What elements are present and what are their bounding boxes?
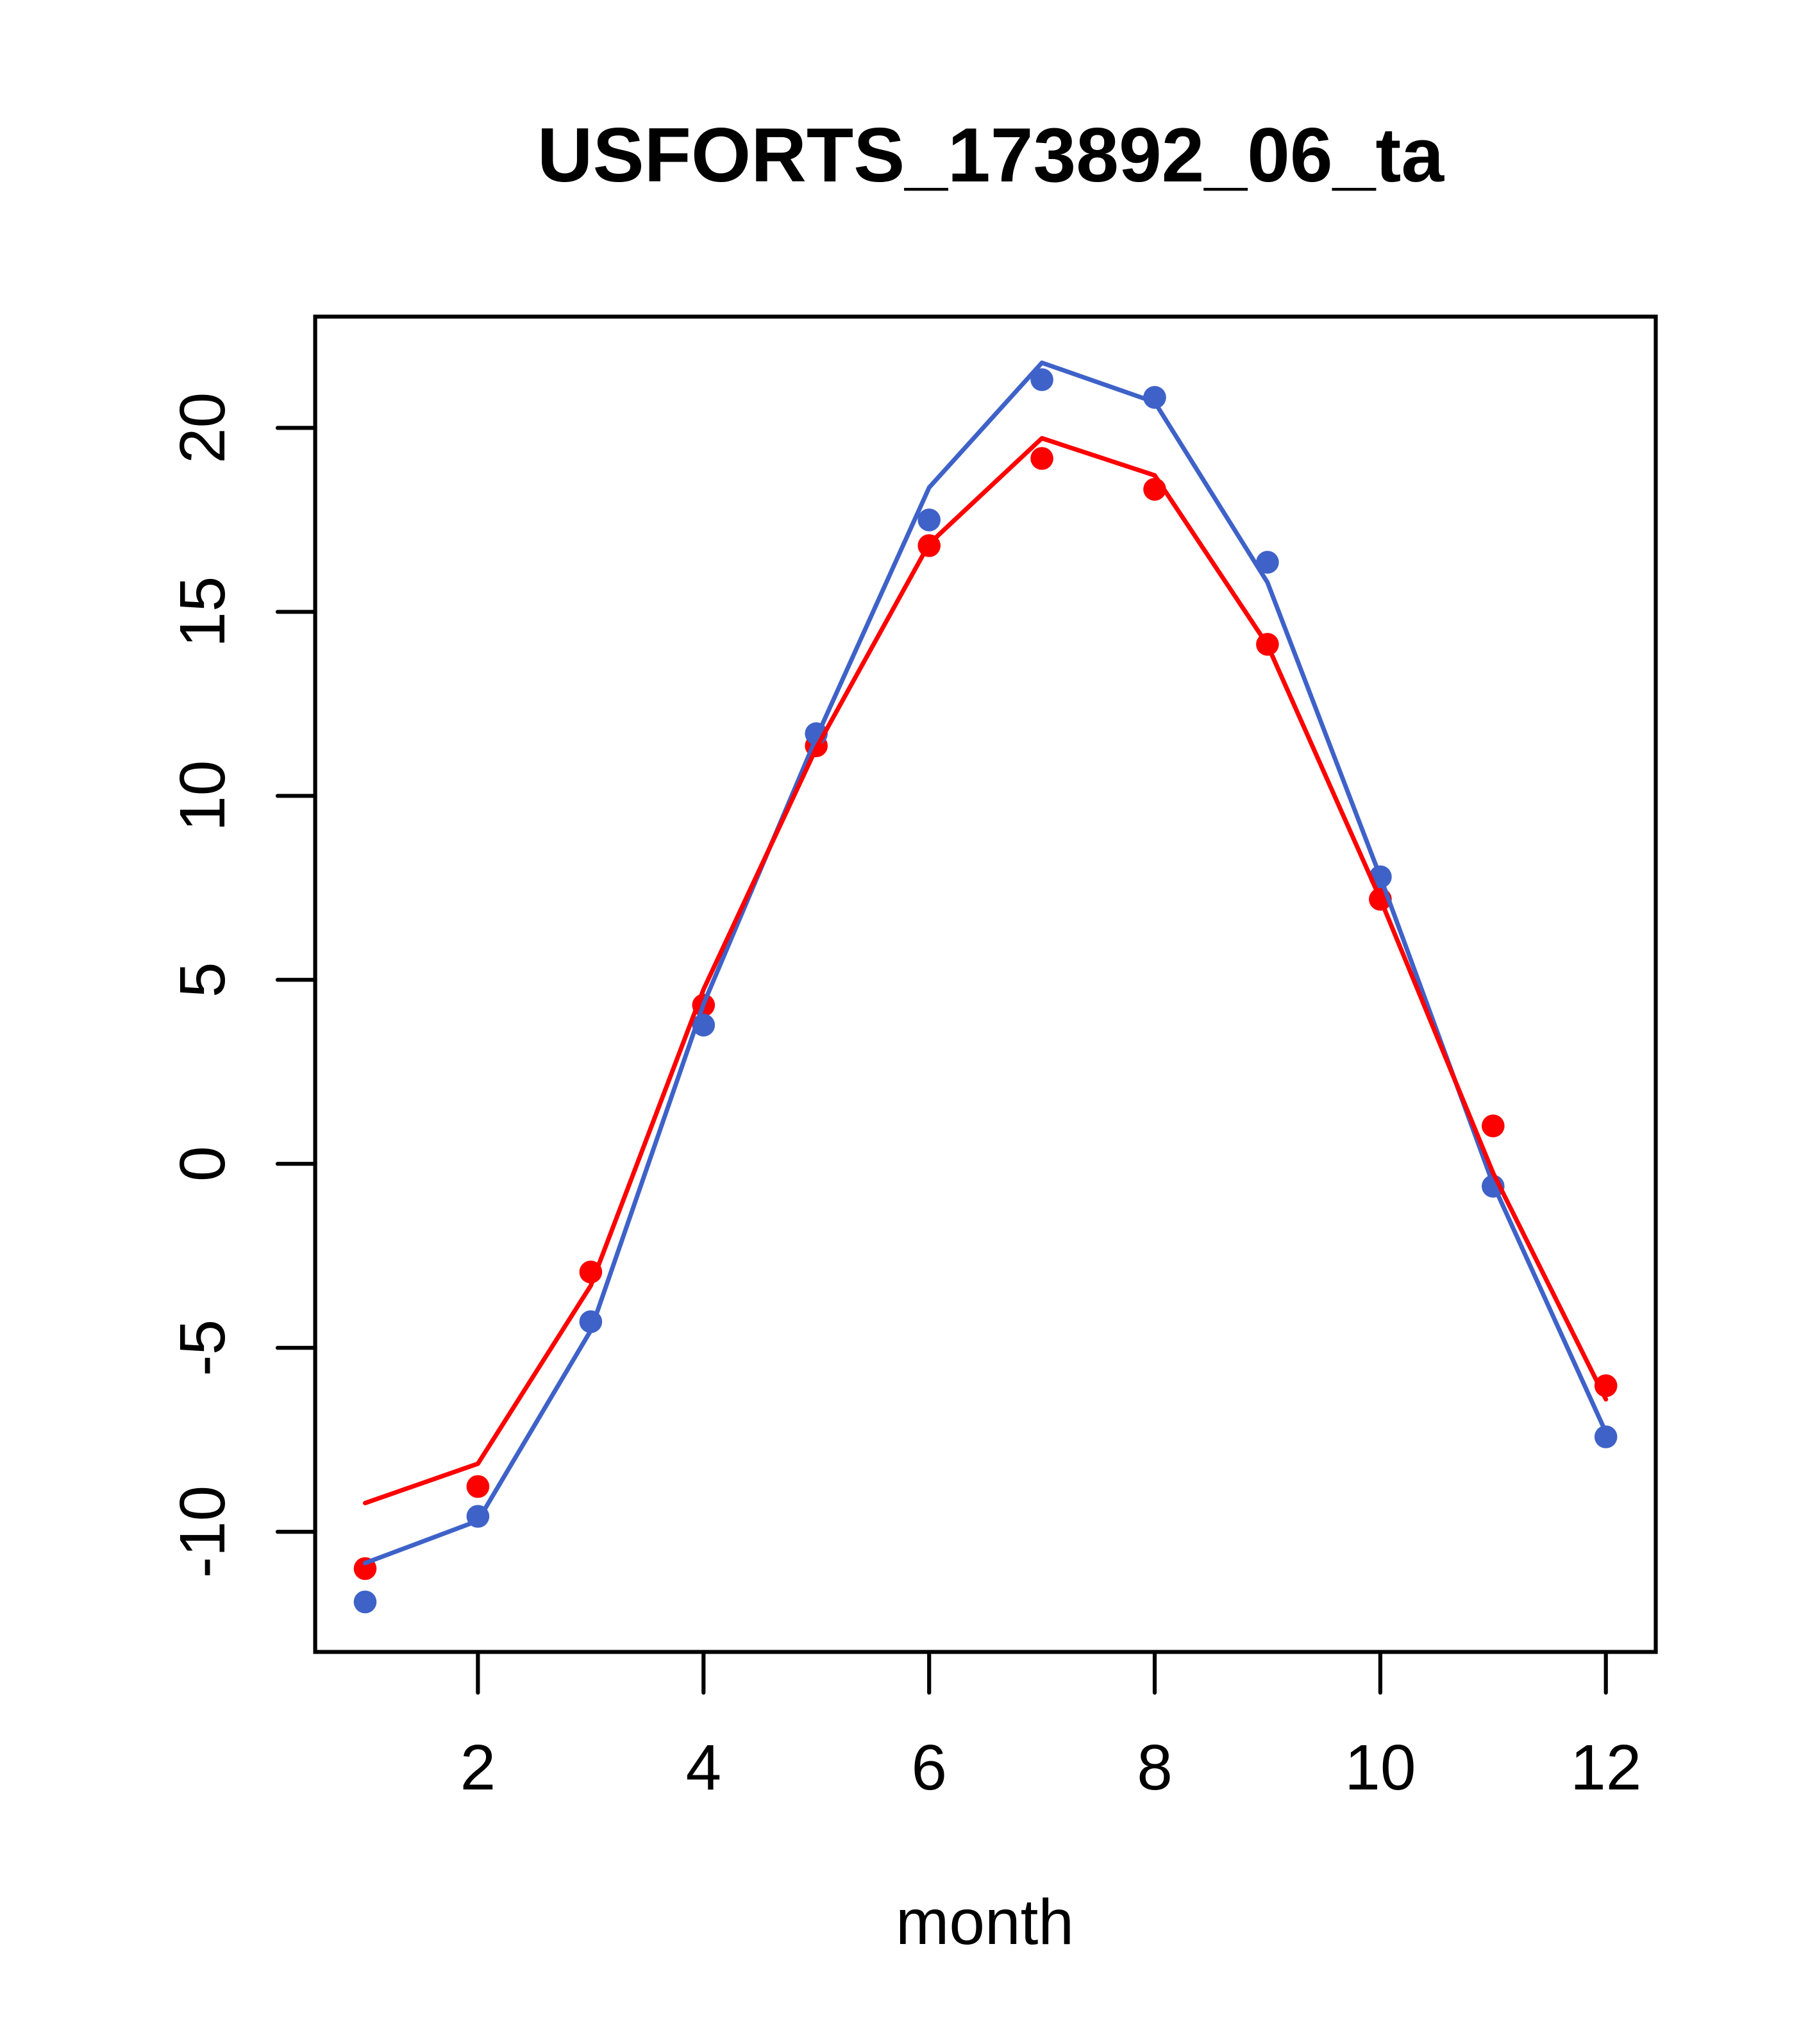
svg-text:20: 20 xyxy=(167,392,239,464)
svg-text:month: month xyxy=(896,1886,1074,1958)
svg-text:USFORTS_173892_06_ta: USFORTS_173892_06_ta xyxy=(537,112,1444,198)
svg-text:10: 10 xyxy=(1344,1732,1416,1804)
svg-text:10: 10 xyxy=(167,760,239,832)
svg-text:2: 2 xyxy=(460,1732,496,1804)
svg-text:4: 4 xyxy=(685,1732,721,1804)
svg-text:-5: -5 xyxy=(167,1319,239,1377)
svg-text:8: 8 xyxy=(1137,1732,1173,1804)
svg-text:12: 12 xyxy=(1570,1732,1641,1804)
svg-text:0: 0 xyxy=(167,1146,239,1182)
svg-text:-10: -10 xyxy=(167,1486,239,1579)
svg-text:6: 6 xyxy=(911,1732,947,1804)
svg-text:5: 5 xyxy=(167,962,239,998)
svg-text:15: 15 xyxy=(167,576,239,648)
